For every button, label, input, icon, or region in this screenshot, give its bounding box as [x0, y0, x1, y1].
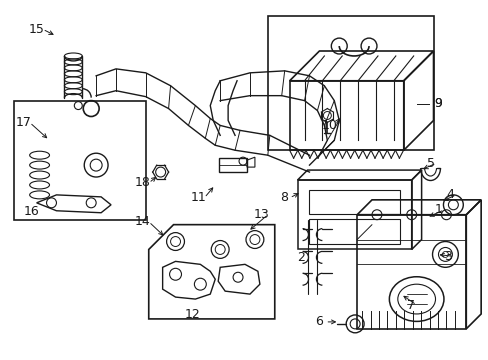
Text: 9: 9 — [434, 97, 442, 110]
Text: 10: 10 — [321, 119, 337, 132]
Text: 7: 7 — [406, 298, 414, 311]
Bar — [309, 219, 399, 243]
Text: 18: 18 — [135, 176, 150, 189]
Bar — [309, 190, 399, 214]
Text: 2: 2 — [297, 251, 305, 264]
Text: 14: 14 — [135, 215, 150, 228]
Text: 12: 12 — [184, 309, 200, 321]
Text: 8: 8 — [279, 192, 287, 204]
Text: 9: 9 — [434, 97, 442, 110]
Text: 11: 11 — [190, 192, 206, 204]
Text: 15: 15 — [29, 23, 44, 36]
Text: 4: 4 — [446, 188, 453, 201]
Bar — [267, 16, 433, 150]
Text: 5: 5 — [426, 157, 434, 170]
Bar — [219, 158, 246, 172]
Text: 1: 1 — [434, 203, 442, 216]
Text: 6: 6 — [315, 315, 323, 328]
Bar — [14, 100, 145, 220]
Text: 3: 3 — [444, 250, 451, 263]
Text: 16: 16 — [24, 205, 40, 218]
Text: 13: 13 — [253, 208, 269, 221]
Text: 17: 17 — [16, 116, 32, 129]
